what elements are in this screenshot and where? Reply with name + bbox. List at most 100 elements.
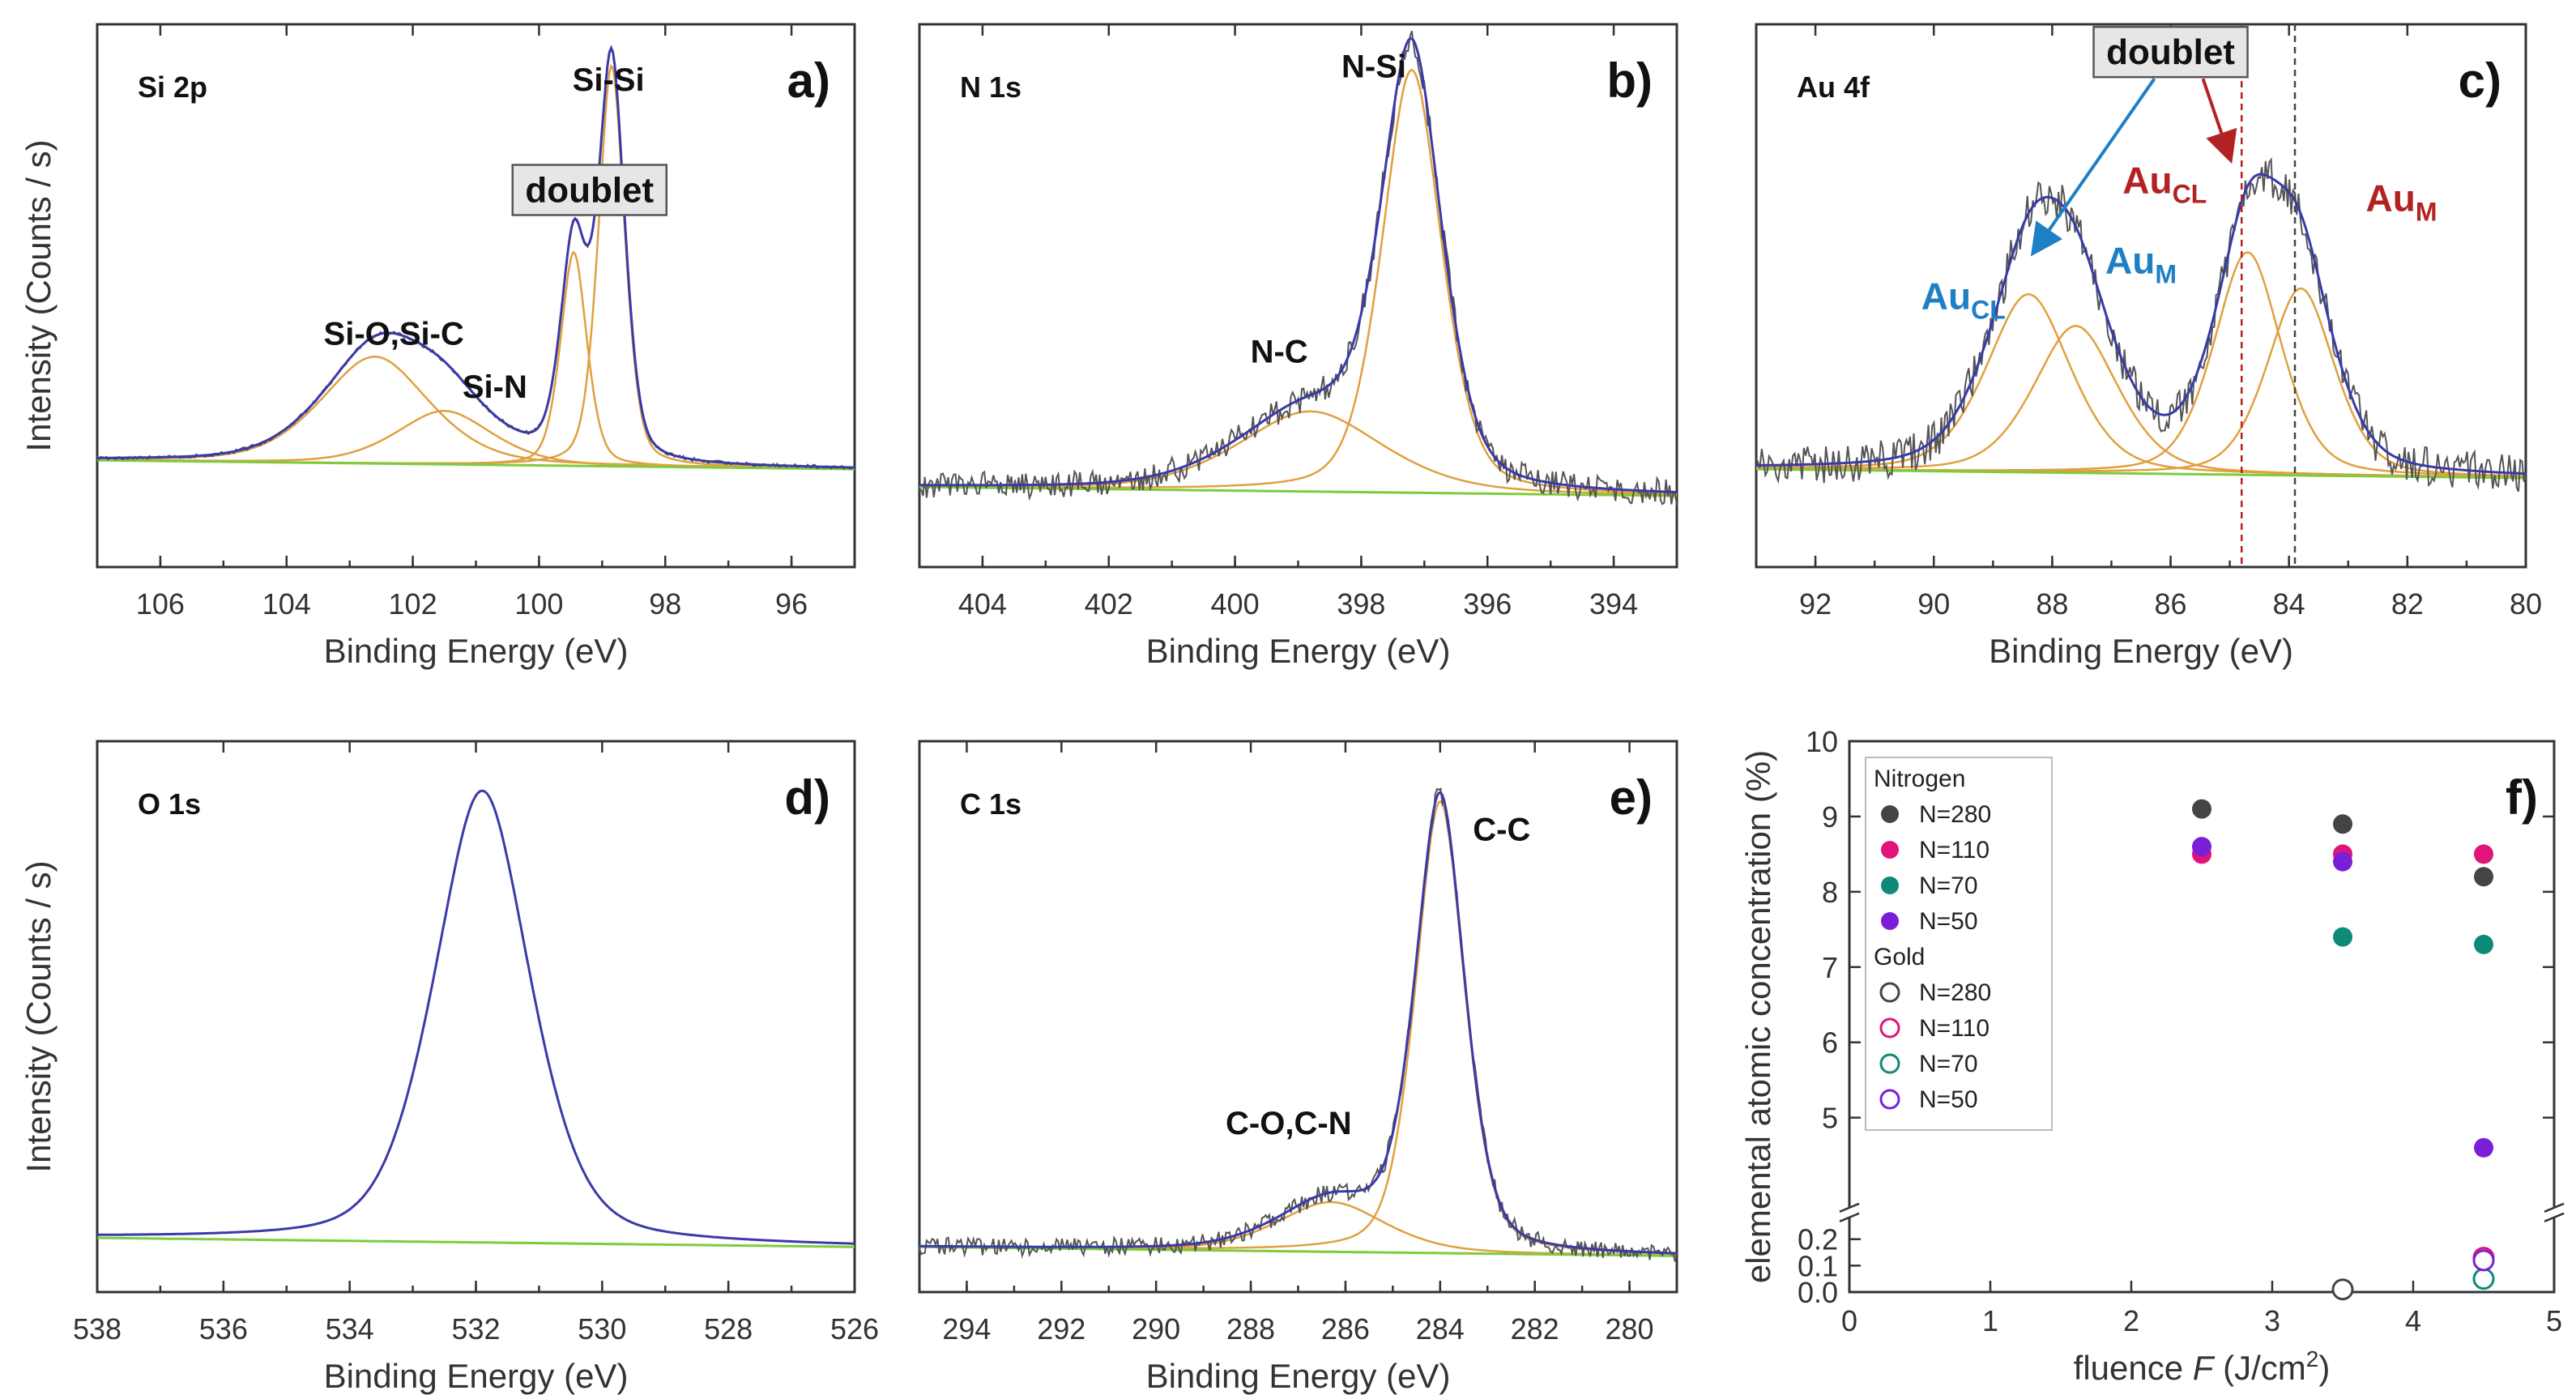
raw-spectrum: [1755, 157, 2527, 493]
x-tick-label: 532: [451, 1312, 500, 1346]
x-tick-label: 402: [1085, 587, 1133, 621]
x-tick-label: 86: [2155, 587, 2187, 621]
y-tick-label: 0.0: [1798, 1276, 1838, 1309]
background-line: [1755, 467, 2526, 480]
plot-frame: [96, 23, 856, 569]
doublet-arrow-red: [2201, 78, 2237, 164]
envelope-fit: [97, 789, 855, 1245]
panel-b: 404 402 400 398 396 394 Binding Energy (eV) N 1…: [918, 23, 1678, 670]
plot-frame: [918, 740, 1678, 1294]
au-label-sub: CL: [1971, 295, 2006, 324]
data-point: [2474, 844, 2493, 864]
x-tick-label: 528: [704, 1312, 753, 1346]
legend-label: N=70: [1919, 1051, 1978, 1077]
legend-marker: [1881, 841, 1899, 859]
x-tick-label: 90: [1917, 587, 1950, 621]
peak-label: C-O,C-N: [1226, 1106, 1352, 1141]
x-tick-label: 82: [2391, 587, 2424, 621]
plot-frame: [96, 740, 856, 1294]
peak-label: Si-Si: [573, 62, 645, 98]
data-point: [2474, 867, 2493, 887]
legend-label: N=280: [1919, 979, 1991, 1006]
x-tick-label: 98: [649, 587, 681, 621]
x-tick-label: 288: [1226, 1312, 1275, 1346]
y-tick-label: 0.1: [1798, 1249, 1838, 1282]
x-tick-label: 92: [1799, 587, 1832, 621]
legend-label: N=110: [1919, 837, 1990, 864]
peak-label: N-Si: [1341, 49, 1406, 85]
x-tick-label: 4: [2405, 1304, 2421, 1337]
envelope-fit: [919, 791, 1678, 1255]
x-tick-label: 538: [73, 1312, 122, 1346]
y-tick-label: 0.2: [1798, 1223, 1838, 1256]
x-tick-label: 96: [775, 587, 808, 621]
legend-marker: [1879, 1089, 1900, 1110]
panel-d: 538 536 534 532 530 528 526 Binding Energy (eV)…: [19, 740, 879, 1395]
x-tick-label: 84: [2273, 587, 2305, 621]
x-axis-label: Binding Energy (eV): [1989, 632, 2293, 670]
axis-break-mark: [2544, 1212, 2565, 1222]
envelope-fit: [97, 45, 855, 469]
legend-marker: [1881, 877, 1899, 894]
component-peak: [919, 800, 1677, 1255]
component-peak: [919, 68, 1678, 495]
x-tick-label: 404: [958, 587, 1007, 621]
panel-letter: a): [787, 53, 830, 108]
plot-frame: [1755, 23, 2527, 569]
au-label-main: Au: [2122, 160, 2172, 202]
panel-f: 0 1 2 3 4 5 5 6 7 8 9 10 0.00.10.2 fluence F (J/cm2) e…: [1739, 725, 2565, 1387]
x-tick-label: 398: [1337, 587, 1385, 621]
data-point: [2192, 799, 2211, 819]
envelope-fit: [1756, 173, 2527, 476]
component-peak: [97, 790, 855, 1245]
x-tick-label: 104: [262, 587, 311, 621]
peak-label: Si-N: [463, 369, 527, 405]
legend-label: N=50: [1919, 1086, 1978, 1113]
background-line: [919, 485, 1677, 497]
doublet-box: [2092, 25, 2249, 79]
legend-label: N=70: [1919, 872, 1978, 899]
y-axis-label: Intensity (Counts / s): [19, 139, 58, 451]
raw-spectrum: [919, 787, 1678, 1262]
component-peak: [1756, 251, 2527, 478]
legend-label: N=50: [1919, 908, 1978, 935]
x-tick-label: 1: [1982, 1304, 1998, 1337]
x-tick-label: 280: [1606, 1312, 1654, 1346]
x-tick-label: 284: [1416, 1312, 1465, 1346]
x-tick-label: 102: [389, 587, 437, 621]
au-peak-label: AuCL: [1921, 275, 2006, 324]
data-point: [2192, 837, 2211, 857]
au-peak-label: AuCL: [2122, 160, 2207, 209]
y-axis-label: Intensity (Counts / s): [19, 860, 58, 1172]
background-line: [97, 1236, 855, 1248]
data-point: [2472, 1249, 2495, 1272]
panel-title: Si 2p: [138, 70, 207, 104]
x-tick-label: 2: [2123, 1304, 2139, 1337]
x-tick-label: 0: [1841, 1304, 1857, 1337]
plot-frame: [1848, 740, 2556, 1294]
au-label-main: Au: [2366, 177, 2416, 219]
data-point: [2333, 814, 2352, 834]
component-peak: [97, 410, 855, 470]
x-axis-label: Binding Energy (eV): [324, 632, 629, 670]
component-peak: [97, 250, 855, 471]
raw-spectrum: [96, 47, 855, 471]
x-tick-label: 282: [1511, 1312, 1559, 1346]
x-tick-label: 88: [2036, 587, 2068, 621]
au-peak-label: AuM: [2366, 177, 2437, 226]
y-tick-label: 10: [1806, 725, 1838, 758]
x-tick-label: 3: [2264, 1304, 2280, 1337]
panel-letter: f): [2506, 770, 2538, 825]
x-tick-label: 286: [1321, 1312, 1370, 1346]
doublet-box: [511, 164, 667, 216]
data-point: [2331, 1278, 2354, 1301]
panel-title: C 1s: [960, 787, 1021, 821]
y-tick-label: 6: [1822, 1026, 1838, 1060]
data-point: [2474, 1137, 2493, 1158]
data-point: [2333, 927, 2352, 947]
au-label-main: Au: [1921, 275, 1971, 317]
legend-group-title: Gold: [1874, 944, 1925, 970]
panel-letter: c): [2459, 53, 2501, 108]
panel-letter: b): [1606, 53, 1653, 108]
panel-title: Au 4f: [1797, 70, 1870, 104]
